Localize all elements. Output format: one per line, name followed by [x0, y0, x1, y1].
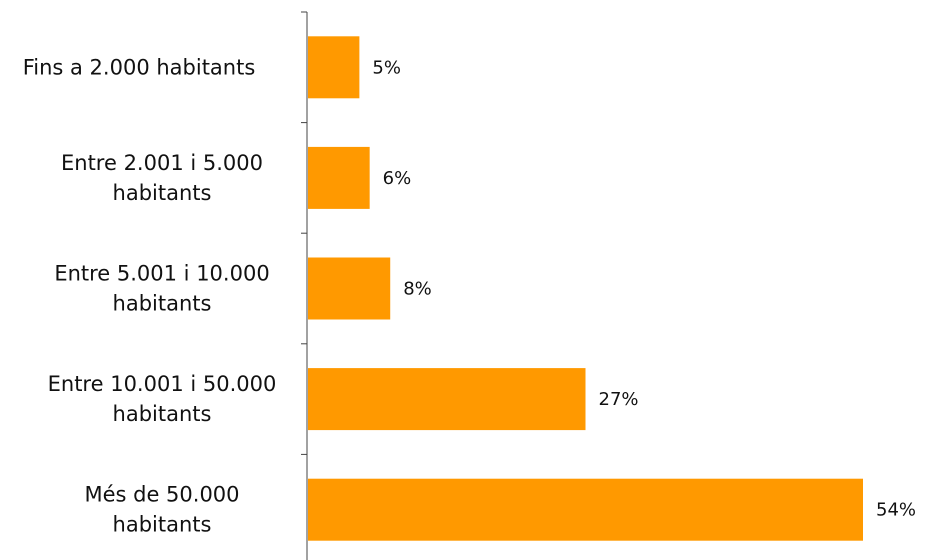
data-label: 8% — [403, 279, 432, 300]
category-label-line: Entre 10.001 i 50.000 — [48, 372, 277, 396]
category-label: Entre 10.001 i 50.000 habitants — [48, 372, 277, 426]
labels-layer: 5% Fins a 2.000 habitants 6% Entre 2.001 i … — [23, 55, 916, 536]
bar — [308, 368, 586, 431]
category-label: Fins a 2.000 habitants — [23, 55, 256, 79]
data-label: 54% — [876, 500, 916, 521]
category-label-line: habitants — [113, 513, 212, 537]
data-label: 6% — [383, 168, 412, 189]
bar — [308, 478, 863, 541]
bar — [308, 36, 360, 99]
bar — [308, 146, 370, 209]
category-label-line: Més de 50.000 — [84, 483, 239, 507]
category-label-line: habitants — [113, 292, 212, 316]
bar — [308, 257, 391, 320]
category-axis — [301, 11, 308, 560]
bars-layer — [308, 36, 863, 541]
category-label-line: Entre 2.001 i 5.000 — [61, 151, 263, 175]
category-label-line: Fins a 2.000 habitants — [23, 55, 256, 79]
category-label: Més de 50.000 habitants — [84, 483, 239, 537]
data-label: 27% — [599, 389, 639, 410]
category-label: Entre 5.001 i 10.000 habitants — [54, 262, 269, 316]
category-label-line: Entre 5.001 i 10.000 — [54, 262, 269, 286]
data-label: 5% — [372, 57, 401, 78]
category-label-line: habitants — [113, 181, 212, 205]
category-label-line: habitants — [113, 402, 212, 426]
category-label: Entre 2.001 i 5.000 habitants — [61, 151, 263, 205]
